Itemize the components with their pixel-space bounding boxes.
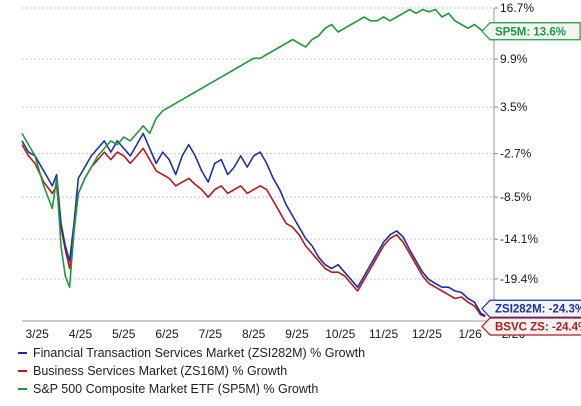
x-tick-label-7: 10/25 <box>325 327 355 341</box>
x-tick-label-5: 8/25 <box>242 327 266 341</box>
legend-swatch-sp5m <box>18 388 27 390</box>
end-flag-label-2: SP5M: 13.6% <box>495 26 566 38</box>
x-tick-label-6: 9/25 <box>285 327 309 341</box>
legend-label-ftsm: Financial Transaction Services Market (Z… <box>33 346 366 360</box>
series-line-1 <box>21 144 486 318</box>
series-line-0 <box>21 132 486 317</box>
legend-item-ftsm: Financial Transaction Services Market (Z… <box>18 344 365 362</box>
y-tick-label-6: -19.4% <box>500 272 538 286</box>
x-tick-label-2: 5/25 <box>112 327 136 341</box>
y-axis-ticks: 16.7% 9.9% 3.5% -2.7% -8.5% -14.1% -19.4% <box>494 1 538 286</box>
x-tick-label-4: 7/25 <box>199 327 223 341</box>
end-flag-0 <box>481 299 581 318</box>
x-tick-label-9: 12/25 <box>412 327 442 341</box>
x-axis-ticks: 3/25 4/25 5/25 6/25 7/25 8/25 9/25 10/25 11/25 12… <box>25 327 525 341</box>
end-labels: ZSI282M: -24.3% BSVC ZS: -24.4% SP5M: 13.6… <box>481 22 581 336</box>
y-tick-label-2: 3.5% <box>500 100 528 114</box>
legend-label-bsm: Business Services Market (ZS16M) % Growt… <box>33 364 288 378</box>
legend-item-bsm: Business Services Market (ZS16M) % Growt… <box>18 362 365 380</box>
y-tick-label-3: -2.7% <box>500 147 532 161</box>
y-tick-label-5: -14.1% <box>500 232 538 246</box>
end-flag-label-0: ZSI282M: -24.3% <box>495 304 581 316</box>
end-flag-2 <box>481 22 581 41</box>
legend-item-sp5m: S&P 500 Composite Market ETF (SP5M) % Gr… <box>18 380 365 398</box>
legend: Financial Transaction Services Market (Z… <box>18 344 365 398</box>
y-tick-label-1: 9.9% <box>500 52 528 66</box>
series-line-2 <box>21 8 486 289</box>
y-tick-label-4: -8.5% <box>500 190 532 204</box>
legend-swatch-bsm <box>18 370 27 372</box>
end-flag-label-1: BSVC ZS: -24.4% <box>495 321 581 333</box>
end-flag-1 <box>481 317 581 336</box>
series-lines <box>21 8 486 318</box>
x-tick-label-10: 1/26 <box>459 327 483 341</box>
x-tick-label-0: 3/25 <box>25 327 49 341</box>
x-tick-label-8: 11/25 <box>369 327 398 341</box>
grid-lines <box>22 7 494 280</box>
y-tick-label-0: 16.7% <box>500 1 534 15</box>
legend-label-sp5m: S&P 500 Composite Market ETF (SP5M) % Gr… <box>33 382 319 396</box>
x-tick-label-1: 4/25 <box>69 327 93 341</box>
legend-swatch-ftsm <box>18 352 27 354</box>
x-tick-label-3: 6/25 <box>155 327 179 341</box>
